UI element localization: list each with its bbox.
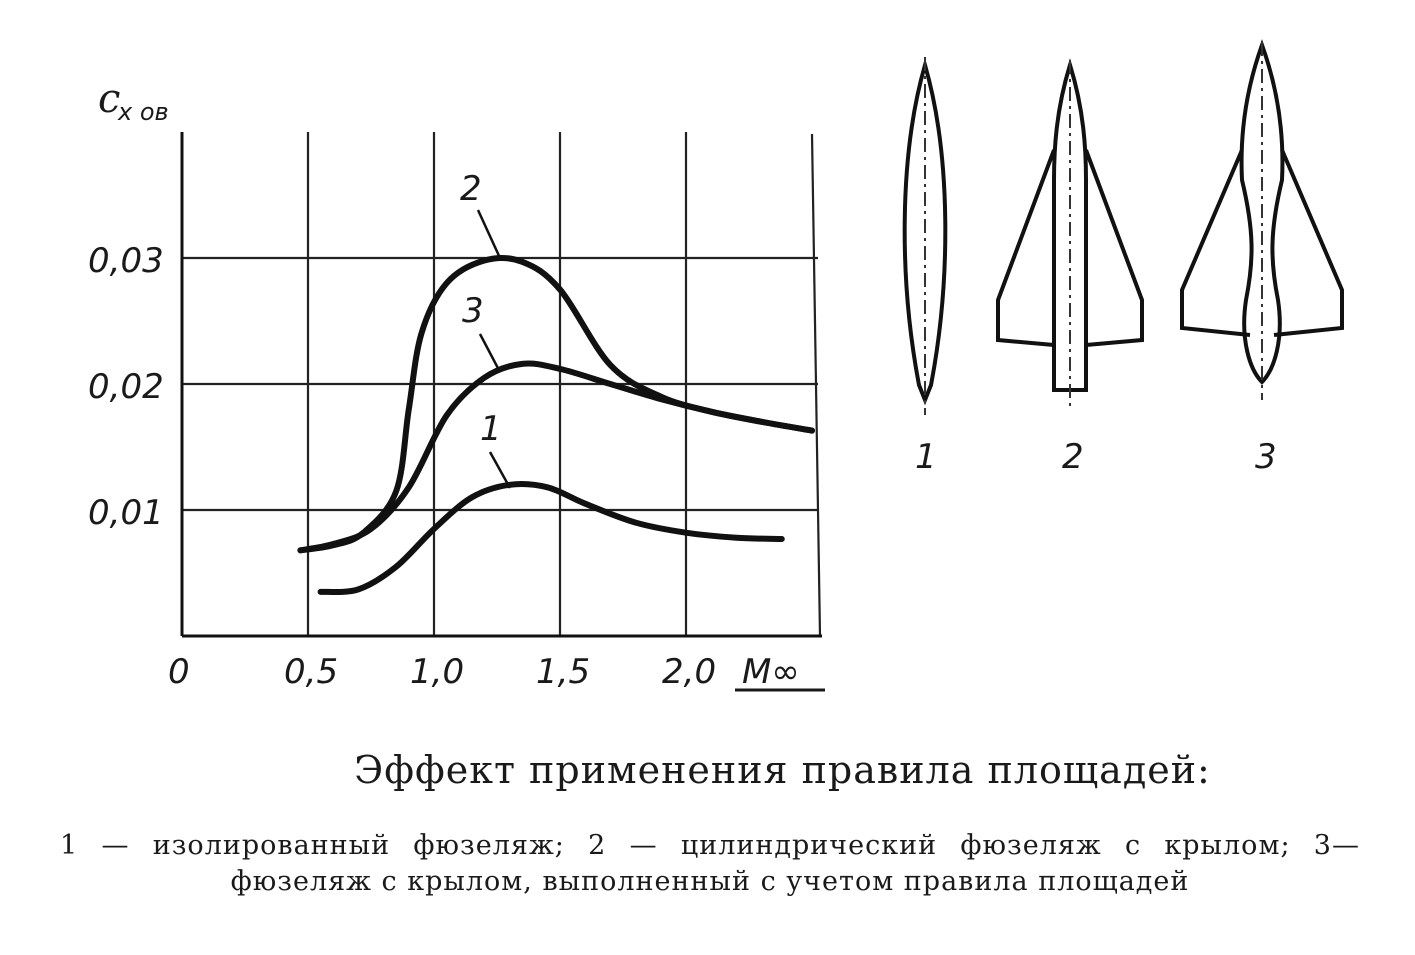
curve-label-leader <box>478 333 502 373</box>
curve-1 <box>317 481 785 596</box>
y-tick-label: 0,01 <box>88 493 164 533</box>
curve-label-1: 1 <box>480 409 502 449</box>
chart: 0 0,5 1,0 1,5 2,00,010,020,03 c x ов M∞ 123 … <box>88 39 1344 692</box>
y-axis-label: c <box>98 76 120 122</box>
caption-body: 1 — изолированный фюзеляж; 2 — цилиндрич… <box>60 830 1360 897</box>
curve-label-leader <box>476 209 502 259</box>
axes <box>180 132 822 638</box>
aircraft-3-left-wing <box>1180 149 1251 337</box>
x-tick-label: 0,5 <box>284 652 338 692</box>
aircraft-diagrams: 1 2 3 <box>902 39 1344 477</box>
x-tick-label: 1,0 <box>410 652 464 692</box>
curve-label-leader <box>488 451 512 489</box>
curve-label-2: 2 <box>460 169 482 209</box>
x-tick-label: 1,5 <box>536 652 590 692</box>
x-tick-label: 2,0 <box>662 652 716 692</box>
curves <box>297 255 815 596</box>
curve-2 <box>297 255 815 554</box>
caption-title: Эффект применения правила площадей: <box>354 748 1211 792</box>
x-axis-label: M∞ <box>742 652 800 692</box>
aircraft-2-right-wing <box>1084 149 1144 347</box>
aircraft-2-left-wing <box>996 149 1056 347</box>
grid <box>182 132 822 637</box>
aircraft-label-3: 3 <box>1255 437 1277 477</box>
y-axis-label-subscript: x ов <box>117 98 169 126</box>
curve-label-3: 3 <box>462 291 484 331</box>
curve-3 <box>297 360 815 554</box>
y-tick-label: 0,03 <box>88 241 164 281</box>
aircraft-3-right-wing <box>1273 149 1344 337</box>
curve-labels: 1 2 3 <box>460 169 512 489</box>
aircraft-3-fuselage <box>1239 39 1285 385</box>
aircraft-label-2: 2 <box>1062 437 1084 477</box>
y-tick-label: 0,02 <box>88 367 164 407</box>
x-tick-label: 0 <box>168 652 190 692</box>
aircraft-label-1: 1 <box>915 437 937 477</box>
tick-labels: 0 0,5 1,0 1,5 2,0 0,01 0,02 0,03 <box>88 241 716 692</box>
